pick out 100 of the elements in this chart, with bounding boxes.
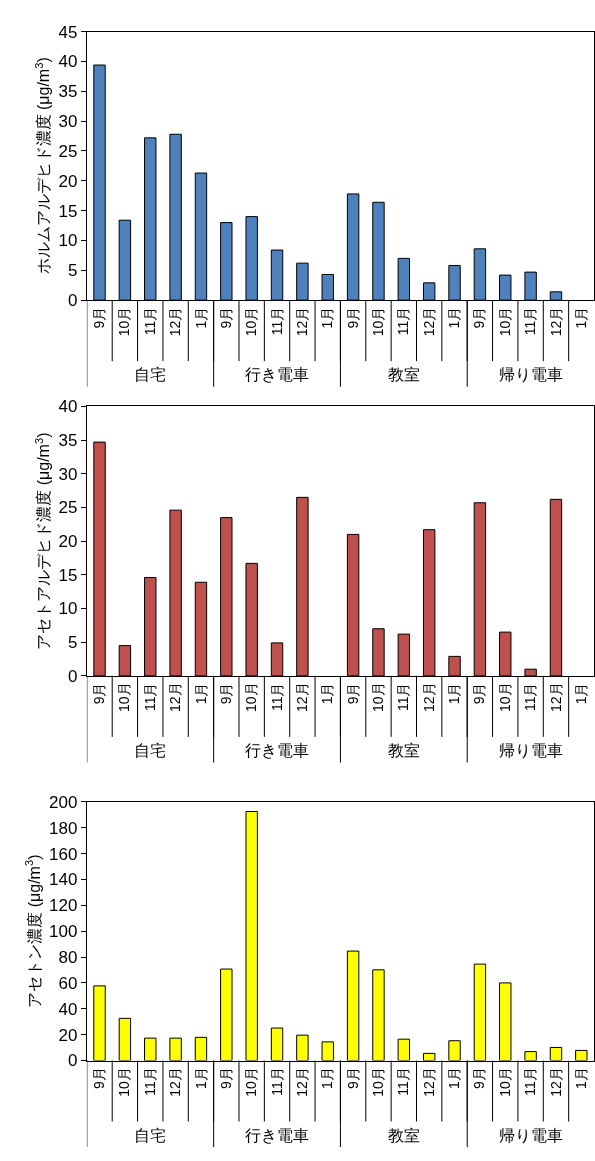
- x-tick-label: 12月: [547, 682, 564, 713]
- x-tick-label: 9月: [217, 682, 234, 705]
- x-tick-label: 1月: [319, 306, 336, 329]
- y-tick-label: 30: [58, 464, 78, 484]
- x-tick-label: 11月: [268, 1067, 285, 1096]
- y-tick-label: 40: [58, 52, 78, 72]
- x-tick-label: 11月: [522, 682, 539, 712]
- x-tick-label: 9月: [344, 306, 361, 329]
- text: 自宅: [134, 1127, 166, 1144]
- text: 自宅: [134, 742, 166, 759]
- text: 行き電車: [245, 1127, 309, 1144]
- x-tick-label: 11月: [268, 306, 285, 336]
- x-tick-label: 9月: [91, 306, 108, 329]
- y-tick-label: 0: [67, 291, 78, 311]
- x-tick-label: 10月: [370, 306, 387, 337]
- x-tick-label: 1月: [192, 1067, 209, 1089]
- y-tick-label: 20: [58, 1025, 78, 1045]
- x-tick-label: 9月: [217, 306, 234, 329]
- y-tick-label: 15: [58, 565, 78, 585]
- y-tick-label: 35: [58, 82, 78, 102]
- x-tick-label: 12月: [293, 1067, 310, 1097]
- x-tick-label: 11月: [395, 682, 412, 712]
- y-tick-label: 35: [58, 431, 78, 451]
- x-tick-label: 9月: [91, 682, 108, 705]
- x-tick-label: 1月: [446, 306, 463, 329]
- y-tick-label: 200: [49, 792, 78, 812]
- y-tick-label: 25: [58, 141, 78, 161]
- x-tick-label: 9月: [471, 1067, 488, 1089]
- y-tick-label: 45: [58, 22, 78, 42]
- x-tick-label: 10月: [243, 682, 260, 713]
- text: 行き電車: [245, 742, 309, 759]
- x-tick-label: 10月: [116, 682, 133, 713]
- x-tick-label: 10月: [243, 1067, 260, 1097]
- text: 教室: [388, 1127, 420, 1144]
- y-tick-label: 0: [67, 1051, 78, 1071]
- x-tick-label: 12月: [420, 1067, 437, 1097]
- x-tick-label: 11月: [141, 1067, 158, 1096]
- x-tick-label: 10月: [116, 1067, 133, 1097]
- x-tick-label: 10月: [370, 1067, 387, 1097]
- x-tick-label: 11月: [268, 682, 285, 712]
- y-tick-label: 40: [58, 999, 78, 1019]
- x-tick-label: 11月: [395, 1067, 412, 1096]
- y-tick-label: 10: [58, 599, 78, 619]
- x-tick-label: 1月: [572, 1067, 589, 1089]
- x-tick-label: 12月: [547, 306, 564, 337]
- x-tick-label: 1月: [572, 306, 589, 329]
- x-tick-label: 9月: [217, 1067, 234, 1089]
- y-tick-label: 40: [58, 397, 78, 417]
- y-tick-label: 0: [67, 666, 78, 686]
- x-tick-label: 12月: [167, 306, 184, 337]
- text: 教室: [388, 366, 420, 383]
- x-tick-label: 1月: [319, 1067, 336, 1089]
- x-tick-label: 12月: [167, 682, 184, 713]
- x-tick-label: 12月: [293, 306, 310, 337]
- y-tick-label: 60: [58, 973, 78, 993]
- y-tick-label: 100: [49, 922, 78, 942]
- x-tick-label: 10月: [116, 306, 133, 337]
- x-tick-label: 1月: [192, 306, 209, 329]
- x-tick-label: 12月: [293, 682, 310, 713]
- x-tick-label: 1月: [319, 682, 336, 705]
- x-tick-label: 1月: [192, 682, 209, 705]
- x-tick-label: 1月: [446, 682, 463, 705]
- text: 帰り電車: [499, 366, 563, 383]
- y-tick-label: 20: [58, 171, 78, 191]
- x-tick-label: 11月: [395, 306, 412, 336]
- y-tick-label: 30: [58, 112, 78, 132]
- x-tick-label: 12月: [420, 682, 437, 713]
- x-tick-label: 9月: [471, 306, 488, 329]
- y-tick-label: 10: [58, 231, 78, 251]
- y-tick-label: 5: [67, 261, 78, 281]
- y-tick-label: 180: [49, 818, 78, 838]
- x-tick-label: 10月: [243, 306, 260, 337]
- x-tick-label: 9月: [471, 682, 488, 705]
- x-tick-label: 10月: [496, 1067, 513, 1097]
- x-tick-label: 9月: [91, 1067, 108, 1089]
- x-tick-label: 11月: [522, 1067, 539, 1096]
- x-tick-label: 10月: [496, 682, 513, 713]
- x-tick-label: 12月: [547, 1067, 564, 1097]
- text: 自宅: [134, 366, 166, 383]
- x-tick-label: 9月: [344, 682, 361, 705]
- text: 教室: [388, 742, 420, 759]
- text: 帰り電車: [499, 742, 563, 759]
- x-tick-label: 11月: [141, 306, 158, 336]
- y-tick-label: 15: [58, 201, 78, 221]
- text: 行き電車: [245, 366, 309, 383]
- x-tick-label: 1月: [572, 682, 589, 705]
- y-tick-label: 140: [49, 870, 78, 890]
- x-tick-label: 1月: [446, 1067, 463, 1089]
- y-tick-label: 20: [58, 532, 78, 552]
- x-tick-label: 11月: [141, 682, 158, 712]
- x-tick-label: 11月: [522, 306, 539, 336]
- x-tick-label: 12月: [167, 1067, 184, 1097]
- x-tick-label: 10月: [496, 306, 513, 337]
- y-tick-label: 120: [49, 896, 78, 916]
- y-tick-label: 5: [67, 633, 78, 653]
- y-tick-label: 25: [58, 498, 78, 518]
- y-tick-label: 160: [49, 844, 78, 864]
- x-tick-label: 9月: [344, 1067, 361, 1089]
- text: 帰り電車: [499, 1127, 563, 1144]
- y-tick-label: 80: [58, 947, 78, 967]
